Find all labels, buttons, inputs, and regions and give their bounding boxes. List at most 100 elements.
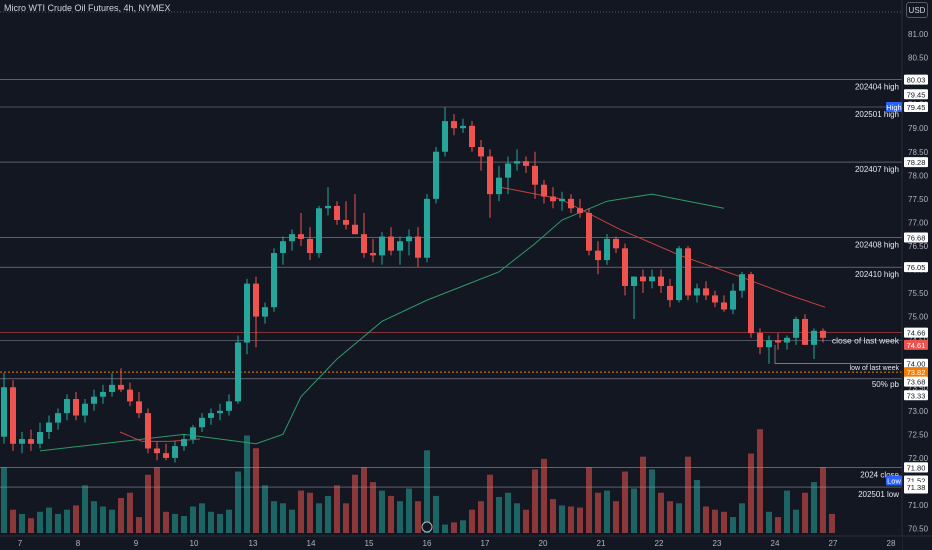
- candle-body: [361, 234, 367, 254]
- time-tick-label: 24: [771, 539, 780, 548]
- volume-bar: [721, 511, 727, 533]
- price-tag-label: Low: [887, 477, 901, 486]
- volume-bar: [271, 501, 277, 533]
- volume-bar: [649, 469, 655, 533]
- candle-body: [406, 236, 412, 242]
- volume-bar: [496, 496, 502, 533]
- price-tag: [904, 339, 928, 350]
- candle-body: [118, 384, 124, 390]
- volume-bar: [334, 485, 340, 533]
- candle-body: [370, 253, 376, 256]
- candle-body: [748, 274, 754, 334]
- volume-bar: [802, 492, 808, 533]
- candle-body: [532, 165, 538, 185]
- candle-body: [100, 391, 106, 397]
- candle-body: [730, 290, 736, 310]
- candle-body: [586, 212, 592, 251]
- level-label: 202408 high: [855, 240, 899, 249]
- candle-body: [658, 276, 664, 286]
- level-label: 202501 low: [858, 490, 899, 499]
- volume-bar: [694, 480, 700, 533]
- volume-bar: [415, 501, 421, 533]
- time-tick-label: 15: [365, 539, 374, 548]
- candle-body: [226, 401, 232, 411]
- candle-body: [496, 177, 502, 195]
- candle-body: [352, 224, 358, 235]
- price-tag-label: 74.66: [907, 329, 926, 338]
- candle-body: [424, 198, 430, 258]
- candle-body: [46, 422, 52, 432]
- volume-bar: [550, 499, 556, 533]
- level-tag: [904, 262, 928, 273]
- volume-bars: [1, 429, 835, 533]
- level-label: 50% pb: [872, 380, 900, 389]
- volume-bar: [469, 509, 475, 533]
- volume-bar: [307, 492, 313, 533]
- volume-bar: [586, 467, 592, 533]
- ma-slow-line: [499, 186, 826, 308]
- time-axis-bg: [0, 536, 902, 550]
- level-tag: [904, 102, 928, 113]
- volume-bar: [235, 471, 241, 533]
- time-tick-label: 22: [655, 539, 664, 548]
- volume-bar: [604, 490, 610, 533]
- price-tag: [904, 89, 928, 100]
- candle-body: [397, 241, 403, 251]
- price-tick-label: 72.00: [908, 454, 929, 463]
- moving-averages: [39, 186, 826, 452]
- currency-button[interactable]: USD: [906, 2, 928, 18]
- volume-bar: [10, 509, 16, 533]
- candle-body: [334, 205, 340, 221]
- volume-bar: [370, 482, 376, 533]
- time-tick-label: 28: [887, 539, 896, 548]
- volume-bar: [199, 503, 205, 533]
- volume-bar: [505, 492, 511, 533]
- volume-bar: [712, 509, 718, 533]
- level-label: 202407 high: [855, 165, 899, 174]
- candle-body: [280, 241, 286, 254]
- ma-fast-line: [39, 193, 725, 452]
- volume-bar: [46, 507, 52, 533]
- time-tick-label: 21: [597, 539, 606, 548]
- volume-bar: [559, 505, 565, 533]
- volume-bar: [514, 503, 520, 533]
- price-tick-label: 77.00: [908, 218, 929, 227]
- volume-bar: [577, 507, 583, 533]
- volume-bar: [379, 490, 385, 533]
- price-tick-label: 78.00: [908, 171, 929, 180]
- candle-body: [469, 125, 475, 148]
- candle-body: [433, 151, 439, 199]
- chart-title: Micro WTI Crude Oil Futures, 4h, NYMEX: [4, 3, 171, 13]
- candle-body: [262, 307, 268, 317]
- volume-bar: [19, 513, 25, 533]
- candle-body: [181, 439, 187, 447]
- price-tag-label: 71.52: [907, 477, 926, 486]
- candle-body: [667, 285, 673, 301]
- candle-body: [577, 208, 583, 213]
- level-label: 2024 close: [860, 470, 899, 479]
- candle-body: [91, 396, 97, 404]
- volume-bar: [424, 450, 430, 533]
- volume-bar: [730, 517, 736, 533]
- volume-bar: [397, 501, 403, 533]
- candle-body: [694, 288, 700, 296]
- level-tag-label: 80.03: [907, 76, 926, 85]
- candle-body: [784, 337, 790, 343]
- volume-bar: [361, 467, 367, 533]
- candle-body: [109, 384, 115, 392]
- volume-bar: [127, 492, 133, 533]
- candle-body: [712, 295, 718, 303]
- candle-body: [388, 236, 394, 251]
- candle-body: [775, 340, 781, 343]
- volume-bar: [568, 506, 574, 533]
- volume-bar: [595, 492, 601, 533]
- volume-bar: [388, 495, 394, 533]
- candle-body: [307, 238, 313, 254]
- volume-bar: [460, 520, 466, 533]
- candle-body: [271, 253, 277, 308]
- candle-body: [73, 399, 79, 416]
- volume-bar: [343, 503, 349, 533]
- volume-bar: [208, 511, 214, 533]
- price-tick-label: 70.50: [908, 525, 929, 534]
